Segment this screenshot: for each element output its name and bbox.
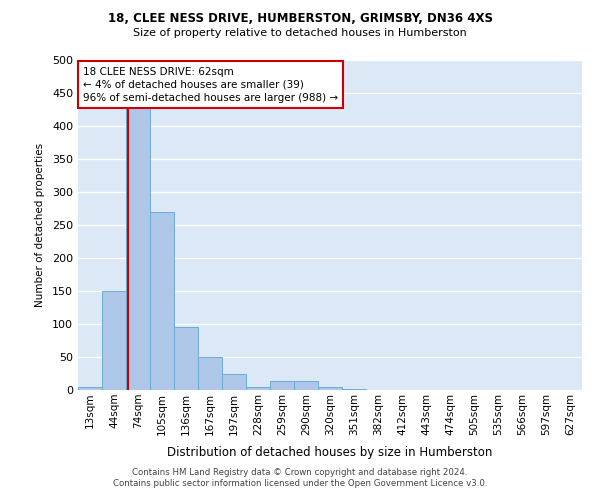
- Bar: [150, 212, 174, 390]
- X-axis label: Distribution of detached houses by size in Humberston: Distribution of detached houses by size …: [167, 446, 493, 459]
- Bar: [198, 357, 222, 390]
- Bar: [126, 106, 150, 390]
- Text: 18 CLEE NESS DRIVE: 62sqm
← 4% of detached houses are smaller (39)
96% of semi-d: 18 CLEE NESS DRIVE: 62sqm ← 4% of detach…: [83, 66, 338, 103]
- Bar: [246, 386, 270, 390]
- Y-axis label: Number of detached properties: Number of detached properties: [35, 143, 45, 307]
- Bar: [174, 328, 198, 390]
- Text: Size of property relative to detached houses in Humberston: Size of property relative to detached ho…: [133, 28, 467, 38]
- Bar: [342, 388, 366, 390]
- Bar: [78, 386, 102, 390]
- Bar: [318, 386, 342, 390]
- Bar: [102, 291, 126, 390]
- Text: Contains HM Land Registry data © Crown copyright and database right 2024.
Contai: Contains HM Land Registry data © Crown c…: [113, 468, 487, 487]
- Text: 18, CLEE NESS DRIVE, HUMBERSTON, GRIMSBY, DN36 4XS: 18, CLEE NESS DRIVE, HUMBERSTON, GRIMSBY…: [107, 12, 493, 26]
- Bar: [222, 374, 246, 390]
- Bar: [294, 381, 318, 390]
- Bar: [270, 381, 294, 390]
